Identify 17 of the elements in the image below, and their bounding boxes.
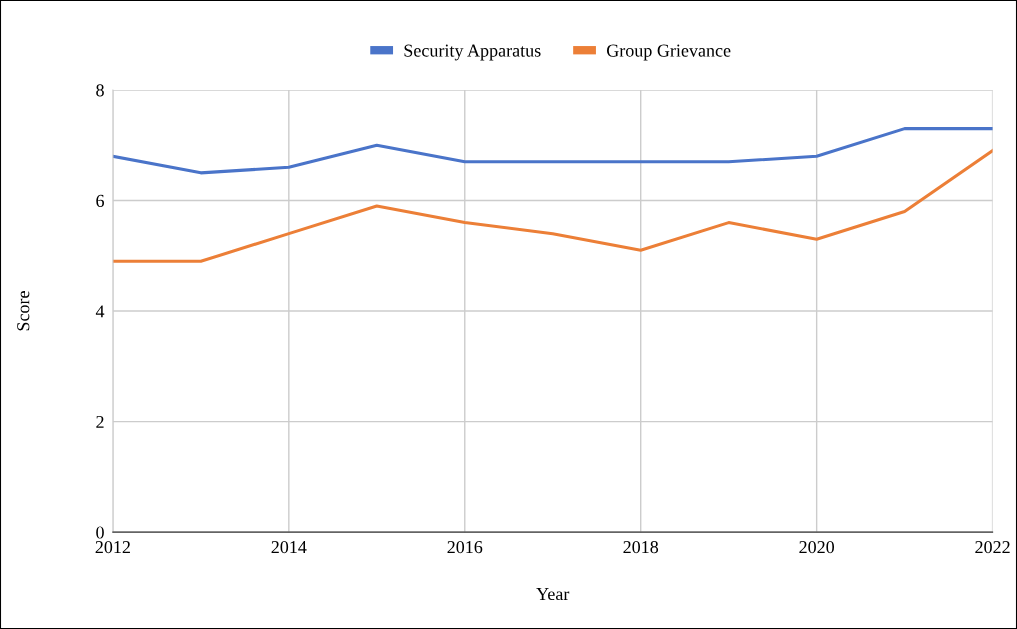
line-series <box>112 127 993 175</box>
legend-label: Security Apparatus <box>404 44 541 61</box>
x-tick-label: 2012 <box>95 540 130 554</box>
x-tick-label: 2016 <box>447 540 483 554</box>
line-series <box>112 149 993 263</box>
x-tick-label: 2022 <box>975 540 1010 554</box>
y-axis-title: Score <box>17 291 30 331</box>
y-tick-label: 2 <box>96 415 104 428</box>
legend-label: Group Grievance <box>606 44 731 61</box>
y-tick-label: 4 <box>95 305 105 318</box>
x-axis-title: Year <box>536 588 570 601</box>
y-tick-label: 6 <box>96 194 105 207</box>
x-tick-label: 2020 <box>799 540 835 554</box>
x-tick-label: 2018 <box>623 540 659 554</box>
y-tick-label: 0 <box>96 526 104 539</box>
y-tick-label: 8 <box>96 84 104 97</box>
x-tick-label: 2014 <box>271 540 307 554</box>
